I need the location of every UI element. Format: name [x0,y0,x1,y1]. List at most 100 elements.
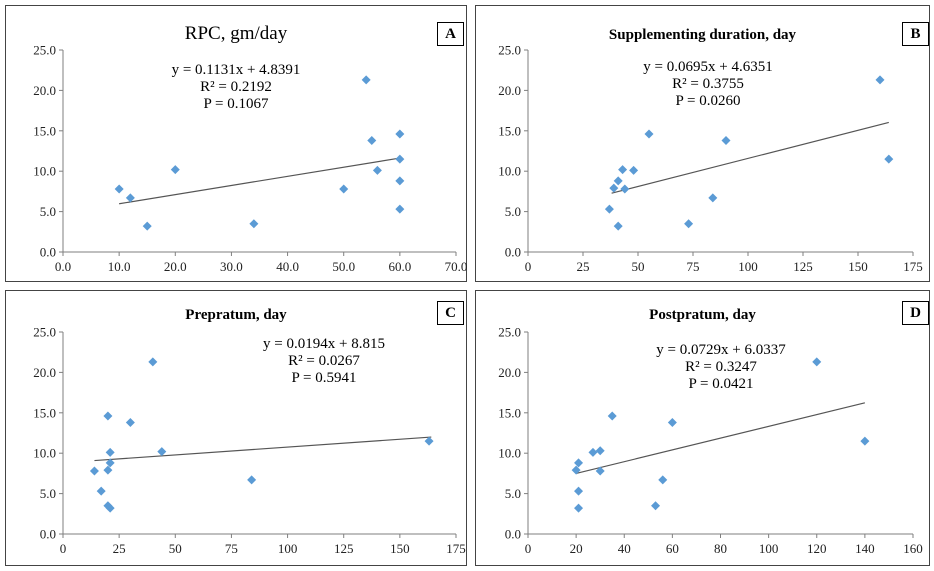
p-value: P = 0.0421 [688,376,754,392]
y-tick-label: 15.0 [498,123,521,138]
data-point [157,447,167,457]
data-point [395,154,405,164]
y-tick-label: 20.0 [33,365,56,380]
y-tick-label: 15.0 [33,123,56,138]
y-tick-label: 10.0 [33,446,56,461]
data-point [114,184,124,194]
data-point [247,475,257,485]
y-tick-label: 20.0 [498,83,521,98]
x-tick-label: 30.0 [220,259,243,274]
trend-line [575,402,866,475]
data-point [651,501,661,511]
x-tick-label: 175 [446,541,466,556]
data-point [574,503,584,513]
data-point [125,193,135,203]
data-point [105,503,115,513]
chart-panel-a: RPC, gm/day A y = 0.1131x + 4.8391 R² = … [5,5,467,282]
data-point [96,486,106,496]
data-point [574,486,584,496]
r-squared: R² = 0.2192 [200,79,272,95]
data-point [884,154,894,164]
panel-letter: C [437,301,464,325]
data-point [607,411,617,421]
y-tick-label: 15.0 [498,405,521,420]
chart-title: Prepratum, day [185,307,287,323]
data-point [667,417,677,427]
data-point [395,176,405,186]
y-tick-label: 0.0 [40,245,56,260]
regression-equation: y = 0.1131x + 4.8391 [171,62,301,78]
data-point [595,446,605,456]
x-tick-label: 20 [570,541,583,556]
x-tick-label: 125 [793,259,813,274]
x-tick-label: 120 [807,541,827,556]
data-point [105,447,115,457]
r-squared: R² = 0.0267 [288,353,360,369]
chart-panel-c: Prepratum, day C y = 0.0194x + 8.815 R² … [5,290,467,566]
x-tick-label: 100 [759,541,779,556]
x-tick-label: 60 [666,541,679,556]
x-tick-label: 10.0 [108,259,131,274]
data-point [142,221,152,231]
data-point [609,183,619,193]
chart-title: RPC, gm/day [184,23,288,44]
x-tick-label: 80 [714,541,727,556]
trend-line [611,121,889,194]
data-point [170,165,180,175]
p-value: P = 0.5941 [291,370,357,386]
data-point [860,436,870,446]
x-tick-label: 20.0 [164,259,187,274]
x-tick-label: 60.0 [388,259,411,274]
data-point [372,165,382,175]
data-point [658,475,668,485]
x-tick-label: 100 [278,541,298,556]
r-squared: R² = 0.3247 [685,359,757,375]
data-point [249,219,259,229]
data-point [620,184,630,194]
y-tick-label: 25.0 [498,43,521,58]
y-tick-label: 5.0 [40,486,56,501]
chart-panel-b: Supplementing duration, day B y = 0.0695… [475,5,930,282]
data-point [644,129,654,139]
data-point [613,221,623,231]
trend-line [119,157,400,205]
data-point [103,465,113,475]
p-value: P = 0.0260 [675,93,741,109]
data-point [588,447,598,457]
x-tick-label: 175 [903,259,923,274]
y-tick-label: 25.0 [33,43,56,58]
panel-letter: D [902,301,929,325]
x-tick-label: 25 [577,259,590,274]
y-tick-label: 20.0 [498,365,521,380]
x-tick-label: 140 [855,541,875,556]
y-tick-label: 5.0 [505,204,521,219]
data-point [361,75,371,85]
chart-title: Postpratum, day [649,307,756,323]
data-point [424,436,434,446]
x-tick-label: 50 [632,259,645,274]
regression-stats: y = 0.1131x + 4.8391 R² = 0.2192 P = 0.1… [156,62,316,113]
p-value: P = 0.1067 [203,96,269,112]
x-tick-label: 75 [687,259,700,274]
data-point [812,357,822,367]
data-point [395,204,405,214]
regression-stats: y = 0.0729x + 6.0337 R² = 0.3247 P = 0.0… [636,342,806,393]
scatter-plot: 0.0 5.0 10.0 15.0 20.0 25.0 0 20 40 60 80 100 120 140… [498,325,923,557]
trend-line [94,436,432,462]
y-tick-label: 10.0 [33,164,56,179]
data-point [339,184,349,194]
data-point [684,219,694,229]
x-tick-label: 0 [525,259,532,274]
x-tick-label: 160 [903,541,923,556]
data-point [604,204,614,214]
regression-equation: y = 0.0194x + 8.815 [263,336,385,352]
panel-letter: B [902,22,929,46]
x-tick-label: 25 [113,541,126,556]
data-point [125,417,135,427]
x-tick-label: 50 [169,541,182,556]
y-tick-label: 25.0 [498,325,521,340]
x-tick-label: 0 [525,541,532,556]
y-tick-label: 15.0 [33,405,56,420]
y-tick-label: 5.0 [40,204,56,219]
data-point [629,165,639,175]
